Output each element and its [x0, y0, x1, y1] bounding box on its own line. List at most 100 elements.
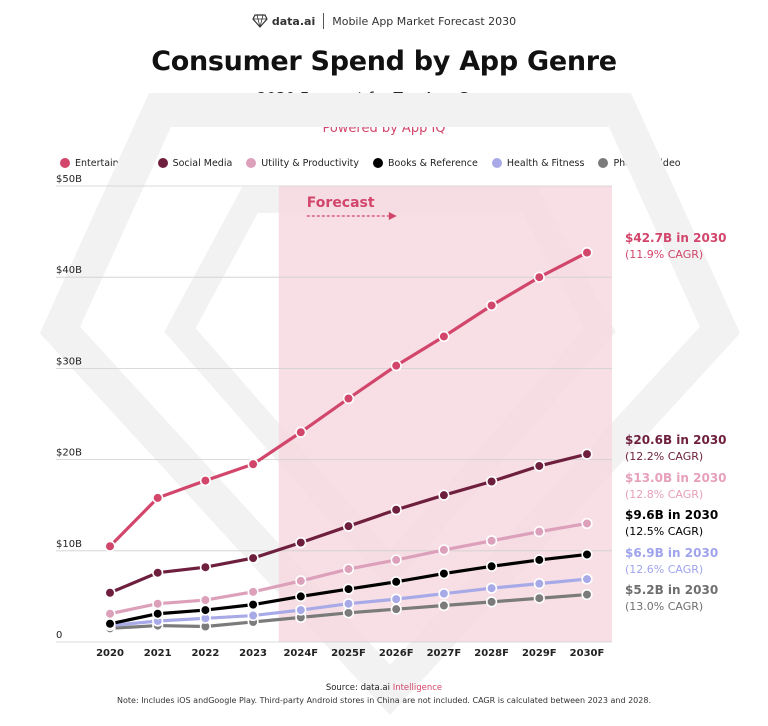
data-point: [438, 567, 450, 580]
x-tick-label: 2030F: [570, 648, 605, 659]
data-point: [438, 489, 450, 501]
data-point: [342, 520, 355, 532]
y-tick-label: $50B: [56, 174, 82, 185]
data-point: [247, 599, 259, 611]
data-point: [581, 448, 593, 460]
source-highlight: Intelligence: [392, 683, 443, 693]
data-point: [342, 563, 355, 575]
diamond-logo-icon: [252, 14, 268, 28]
forecast-arrow-head: [388, 212, 397, 220]
data-point: [486, 596, 498, 608]
x-tick-label: 2026F: [379, 648, 414, 659]
data-point: [390, 504, 402, 516]
data-point: [581, 548, 593, 561]
data-point: [486, 535, 498, 547]
legend-swatch: [60, 158, 70, 168]
data-point: [533, 460, 545, 472]
data-point: [247, 609, 259, 622]
data-point: [199, 561, 211, 573]
header-divider: [323, 13, 325, 29]
data-point: [390, 593, 402, 605]
data-point: [104, 608, 116, 620]
cagr-label: (12.5% CAGR): [625, 525, 703, 538]
end-value-label: $5.2B in 2030: [625, 583, 718, 597]
data-point: [152, 492, 164, 504]
legend-label: Entertainment: [75, 157, 144, 169]
data-point: [342, 607, 355, 619]
source-prefix: Source: data.ai: [325, 683, 390, 693]
y-tick-label: $30B: [56, 356, 82, 367]
data-point: [486, 475, 498, 488]
series-utility-productivity: [104, 517, 593, 620]
y-tick-label: $10B: [56, 539, 82, 550]
end-value-label: $9.6B in 2030: [625, 508, 718, 522]
data-point: [199, 474, 211, 487]
x-tick-label: 2027F: [427, 648, 462, 659]
y-tick-label: $40B: [56, 265, 82, 276]
data-point: [581, 573, 593, 585]
brand-name: data.ai: [271, 14, 316, 28]
data-point: [486, 582, 498, 594]
legend-item: Social Media: [157, 157, 233, 169]
legend-item: Health & Fitness: [491, 157, 585, 169]
chart-title: Consumer Spend by App Genre: [151, 46, 617, 77]
legend-swatch: [491, 158, 502, 168]
cagr-label: (13.0% CAGR): [625, 600, 703, 613]
end-value-label: $42.7B in 2030: [625, 231, 727, 245]
cagr-label: (11.9% CAGR): [625, 248, 703, 261]
cagr-label: (12.8% CAGR): [625, 488, 703, 501]
data-point: [104, 618, 116, 630]
legend-swatch: [157, 158, 168, 168]
end-value-label: $13.0B in 2030: [625, 471, 727, 485]
x-tick-label: 2022: [191, 648, 219, 659]
x-tick-label: 2025F: [331, 648, 366, 659]
cagr-label: (12.2% CAGR): [625, 450, 703, 463]
data-point: [533, 578, 545, 590]
data-point: [390, 554, 402, 566]
y-tick-label: 0: [56, 630, 62, 641]
legend-label: Social Media: [172, 157, 233, 169]
legend-item: Books & Reference: [373, 158, 478, 169]
legend-item: Utility & Productivity: [246, 158, 359, 169]
source-line: Source: data.ai Intelligence: [0, 683, 768, 693]
series-books-reference: [104, 548, 593, 630]
data-point: [295, 536, 307, 549]
data-point: [438, 544, 450, 556]
x-tick-label: 2021: [144, 648, 172, 659]
data-point: [581, 246, 593, 259]
series-entertainment: [104, 246, 593, 552]
legend-label: Health & Fitness: [506, 157, 585, 169]
x-tick-label: 2024F: [283, 648, 318, 659]
legend-swatch: [246, 158, 257, 168]
report-header: data.ai Mobile App Market Forecast 2030: [0, 10, 768, 32]
data-point: [438, 599, 450, 612]
data-point: [342, 583, 355, 595]
data-point: [295, 604, 307, 616]
data-point: [581, 517, 593, 530]
data-point: [390, 360, 402, 372]
data-point: [104, 587, 116, 599]
data-point: [533, 554, 545, 566]
data-point: [438, 330, 450, 343]
data-point: [152, 608, 164, 620]
legend-label: Books & Reference: [388, 157, 478, 169]
footnote: Note: Includes iOS andGoogle Play. Third…: [117, 696, 651, 705]
data-point: [486, 299, 498, 312]
legend-swatch: [598, 158, 609, 168]
data-point: [199, 604, 211, 616]
forecast-label: Forecast: [307, 195, 375, 211]
series-social-media: [104, 448, 593, 599]
data-point: [533, 271, 545, 283]
y-tick-label: $20B: [56, 448, 82, 459]
forecast-band: [278, 186, 612, 642]
data-point: [486, 560, 498, 572]
data-point: [152, 567, 164, 579]
legend-item: Entertainment: [60, 158, 144, 169]
cagr-label: (12.6% CAGR): [625, 563, 703, 576]
data-point: [533, 592, 545, 604]
data-point: [247, 458, 259, 470]
x-tick-label: 2028F: [474, 648, 509, 659]
data-point: [295, 590, 307, 603]
report-title: Mobile App Market Forecast 2030: [332, 14, 517, 28]
